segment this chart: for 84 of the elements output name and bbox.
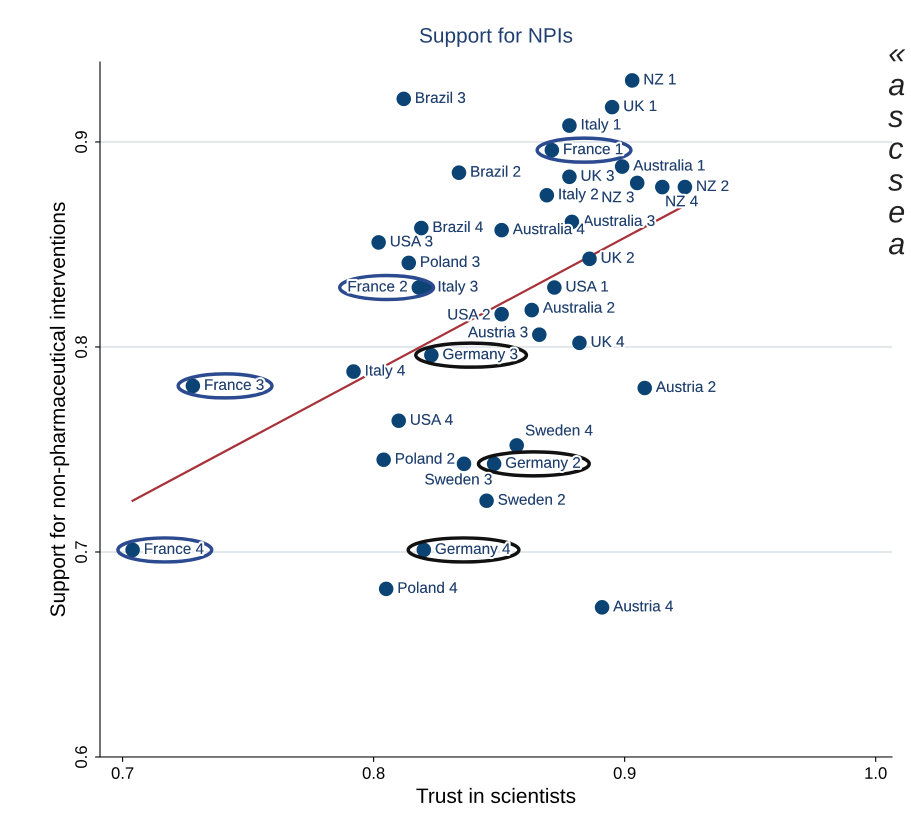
- point: [396, 92, 412, 106]
- point: [614, 159, 630, 174]
- point: [486, 456, 502, 472]
- x-tick-label: 0.8: [362, 767, 384, 779]
- y-tick-label: 0.9: [75, 131, 87, 153]
- annotation: Sweden 3: [425, 473, 492, 485]
- point: [594, 600, 610, 615]
- annotation: Poland 3: [421, 256, 480, 268]
- point: [401, 256, 416, 270]
- point: [544, 142, 560, 158]
- point: [604, 100, 620, 114]
- point: [414, 220, 429, 236]
- annotation: Poland 4: [398, 582, 458, 593]
- annotation: Germany 4: [436, 543, 510, 558]
- point: [376, 452, 391, 468]
- annotation: France 3: [205, 379, 264, 390]
- annotation: Sweden 2: [498, 494, 565, 505]
- point: [572, 336, 587, 350]
- annotation: Germany 2: [506, 457, 580, 471]
- point: [494, 222, 509, 238]
- point: [416, 542, 432, 558]
- annotation: Australia 2: [542, 302, 614, 313]
- point: [624, 73, 640, 88]
- annotation: USA 1: [566, 280, 608, 292]
- annotation: Brazil 3: [416, 92, 466, 104]
- y-tick-label: 0.7: [75, 541, 87, 563]
- annotation: Italy 1: [582, 118, 621, 133]
- annotation: NZ 2: [697, 180, 728, 192]
- point: [532, 327, 547, 342]
- annotation: Brazil 4: [434, 220, 483, 232]
- annotation: France 2: [348, 280, 407, 292]
- annotation: Germany 3: [443, 348, 518, 362]
- point: [637, 380, 652, 396]
- point: [494, 306, 509, 322]
- y-tick-label: 0.6: [75, 746, 87, 768]
- point: [378, 582, 394, 596]
- annotation: Brazil 2: [471, 166, 520, 177]
- point: [452, 165, 466, 180]
- annotation: USA 3: [390, 236, 432, 247]
- annotation: France 1: [564, 144, 623, 154]
- y-tick-label: 0.8: [75, 336, 87, 358]
- point: [655, 180, 670, 194]
- annotation: Austria 4: [613, 600, 674, 612]
- x-tick-label: 0.7: [112, 767, 134, 779]
- point: [524, 302, 540, 318]
- annotation: Italy 3: [438, 280, 478, 295]
- annotation: Australia 1: [633, 159, 705, 171]
- point: [540, 188, 554, 203]
- annotation: NZ 4: [666, 196, 698, 206]
- x-axis-title: Trust in scientists: [416, 788, 576, 804]
- point: [562, 170, 577, 184]
- point: [547, 280, 562, 295]
- chart-title: Support for NPIs: [420, 27, 572, 47]
- point: [125, 542, 140, 558]
- annotation: Australia 4: [512, 222, 584, 234]
- annotation: Italy 2: [559, 188, 598, 202]
- x-tick-label: 0.9: [614, 767, 636, 779]
- annotation: « a s c s e a: [888, 49, 906, 254]
- point: [582, 252, 597, 266]
- point: [678, 180, 692, 194]
- annotation: NZ 1: [644, 74, 676, 84]
- point: [186, 378, 200, 394]
- x-tick-label: 1.0: [865, 767, 887, 779]
- annotation: USA 4: [411, 414, 453, 425]
- annotation: NZ 3: [602, 192, 634, 202]
- point: [371, 235, 386, 250]
- annotation: UK 3: [582, 170, 614, 181]
- y-axis-title: Support for non-pharmaceutical interventions: [50, 202, 70, 616]
- point: [391, 413, 406, 428]
- annotation: Poland 2: [396, 452, 454, 464]
- annotation: Sweden 4: [526, 424, 593, 436]
- annotation: Austria 2: [656, 380, 716, 392]
- point: [424, 348, 439, 362]
- annotation: UK 4: [592, 336, 624, 347]
- annotation: Austria 3: [468, 326, 528, 338]
- point: [456, 456, 472, 472]
- annotation: France 4: [145, 543, 204, 554]
- annotation: UK 2: [602, 252, 634, 263]
- point: [562, 118, 577, 133]
- annotation: UK 1: [624, 100, 656, 112]
- point: [479, 493, 494, 508]
- point: [630, 176, 644, 190]
- point: [509, 438, 524, 453]
- point: [346, 364, 361, 379]
